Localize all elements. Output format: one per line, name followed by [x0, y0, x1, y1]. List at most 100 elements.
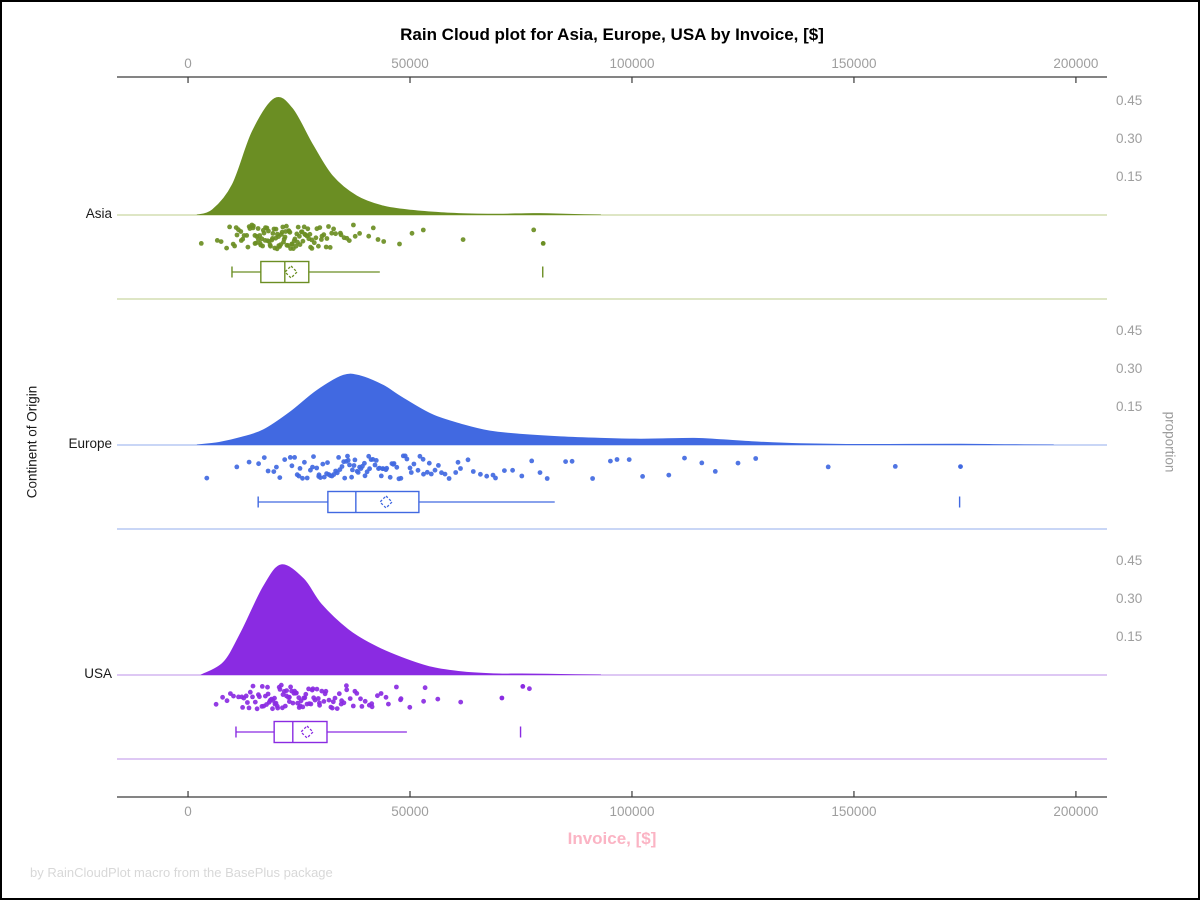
rain-point-europe — [300, 475, 305, 481]
rain-point-usa — [326, 697, 332, 703]
rain-point-usa — [213, 701, 219, 707]
rain-point-europe — [394, 464, 400, 470]
rain-point-asia — [351, 222, 356, 228]
y-axis-label-left: Continent of Origin — [24, 385, 40, 499]
rain-point-europe — [436, 463, 441, 468]
rain-point-usa — [254, 706, 260, 712]
rain-point-usa — [383, 694, 389, 700]
rain-point-asia — [316, 243, 321, 249]
rain-point-asia — [297, 233, 302, 239]
rain-point-europe — [432, 467, 438, 473]
rain-point-usa — [394, 684, 399, 690]
rain-point-asia — [338, 232, 344, 238]
rain-point-asia — [266, 228, 271, 234]
rain-point-europe — [428, 471, 434, 477]
rain-point-asia — [287, 229, 293, 235]
rain-point-asia — [329, 230, 335, 236]
rain-point-asia — [198, 241, 204, 246]
rain-point-europe — [271, 469, 277, 474]
category-label-europe: Europe — [68, 436, 112, 451]
rain-point-usa — [282, 703, 288, 709]
rain-point-europe — [502, 468, 507, 473]
rain-point-europe — [274, 464, 279, 470]
rain-point-europe — [350, 467, 355, 473]
rain-point-asia — [333, 231, 338, 237]
rain-point-asia — [301, 224, 307, 230]
proportion-tick-label-europe: 0.30 — [1116, 361, 1143, 377]
rain-point-usa — [354, 691, 360, 696]
rain-point-asia — [326, 224, 331, 229]
rain-point-europe — [347, 462, 352, 468]
rain-point-europe — [421, 471, 426, 477]
rain-point-europe — [320, 461, 326, 467]
rain-point-usa — [315, 696, 321, 701]
rain-point-europe — [493, 475, 498, 481]
rain-outlier-point-usa — [499, 695, 505, 701]
rain-point-europe — [362, 473, 368, 479]
rain-point-usa — [252, 699, 258, 705]
rain-point-europe — [362, 460, 367, 466]
proportion-tick-label-usa: 0.45 — [1116, 553, 1143, 569]
rain-point-usa — [341, 700, 347, 706]
rain-point-europe — [404, 456, 410, 462]
x-axis-top-tick-label: 200000 — [1053, 56, 1099, 71]
proportion-tick-label-usa: 0.15 — [1116, 629, 1143, 645]
rain-point-asia — [460, 237, 466, 243]
rain-point-europe — [349, 474, 354, 480]
rain-point-usa — [421, 698, 426, 704]
rain-point-europe — [289, 463, 295, 469]
x-axis-bottom-tick-label: 200000 — [1053, 804, 1099, 819]
rain-point-asia — [409, 230, 415, 236]
rain-point-usa — [294, 690, 299, 696]
rain-point-europe — [453, 470, 459, 475]
rain-point-asia — [327, 245, 333, 250]
rain-point-asia — [321, 232, 327, 238]
rain-point-asia — [397, 241, 402, 247]
rain-point-asia — [323, 244, 329, 250]
proportion-tick-label-asia: 0.30 — [1116, 131, 1143, 147]
rain-point-asia — [309, 246, 315, 251]
rain-point-usa — [287, 694, 292, 700]
rain-point-europe — [384, 465, 390, 471]
rain-point-asia — [292, 236, 298, 242]
rain-point-europe — [712, 469, 718, 474]
rain-point-asia — [268, 243, 273, 249]
rain-point-asia — [260, 243, 265, 249]
mean-diamond-europe — [379, 495, 393, 509]
rain-point-asia — [240, 236, 246, 242]
rain-point-asia — [280, 224, 286, 230]
rain-point-usa — [275, 705, 281, 711]
rain-point-usa — [314, 686, 320, 692]
rain-point-usa — [334, 706, 340, 711]
x-axis-bottom-tick-label: 150000 — [831, 804, 877, 819]
rain-point-asia — [255, 226, 261, 231]
rain-point-usa — [358, 696, 363, 702]
rain-point-usa — [407, 704, 413, 710]
rain-point-usa — [265, 691, 271, 697]
rain-point-asia — [366, 233, 372, 239]
rain-point-asia — [238, 229, 244, 234]
rain-point-usa — [278, 682, 284, 688]
x-axis-label: Invoice, [$] — [567, 829, 657, 848]
rain-point-europe — [391, 461, 397, 466]
rain-point-usa — [362, 698, 368, 704]
rain-point-europe — [372, 462, 378, 468]
rain-point-asia — [324, 236, 330, 241]
y-axis-label-right: proportion — [1162, 411, 1178, 473]
rain-point-europe — [519, 473, 525, 479]
rain-point-asia — [313, 235, 319, 241]
rain-point-asia — [305, 226, 311, 232]
box-europe — [327, 490, 420, 514]
rain-point-europe — [626, 457, 632, 462]
x-axis-top-tick-label: 150000 — [831, 56, 877, 71]
rain-point-europe — [426, 460, 432, 466]
mean-diamond-usa — [300, 725, 314, 739]
rain-point-asia — [214, 238, 220, 243]
rain-point-usa — [277, 687, 283, 692]
rain-outlier-point-usa — [520, 684, 526, 689]
proportion-tick-label-europe: 0.45 — [1116, 323, 1143, 339]
rain-point-europe — [325, 460, 330, 465]
rain-point-europe — [442, 471, 448, 477]
rain-point-europe — [529, 458, 535, 464]
rain-point-usa — [306, 686, 311, 692]
